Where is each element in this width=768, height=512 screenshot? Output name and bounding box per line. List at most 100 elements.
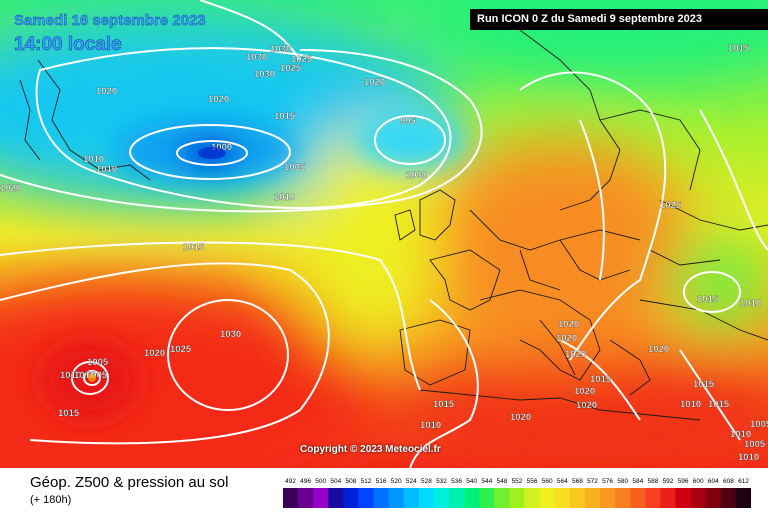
- scale-swatch: [660, 488, 676, 508]
- scale-label: 600: [693, 478, 704, 485]
- isobar-label: 1010: [738, 452, 759, 463]
- scale-label: 500: [315, 478, 326, 485]
- scale-swatch: [328, 488, 344, 508]
- isobar-label: 1010: [74, 370, 95, 381]
- scale-swatch: [434, 488, 450, 508]
- high-pressure-centre: [88, 374, 96, 382]
- low-pressure-centre: [198, 147, 226, 159]
- scale-swatch: [388, 488, 405, 508]
- isobar-label: 1015: [693, 379, 715, 390]
- isobar-label: 1015: [183, 242, 205, 253]
- isobar-label: 1020: [96, 86, 117, 97]
- isobar-label: 1020: [574, 386, 595, 397]
- forecast-time-title: 14:00 locale: [14, 34, 122, 56]
- scale-swatch: [645, 488, 661, 508]
- isobar-label: 1010: [96, 164, 117, 175]
- scale-label: 524: [406, 478, 417, 485]
- isobar-label: 1025: [660, 200, 682, 211]
- isobar-label: 1020: [556, 333, 577, 344]
- scale-swatch: [464, 488, 480, 508]
- isobar-label: 1015: [697, 294, 719, 305]
- scale-swatch: [494, 488, 510, 508]
- scale-label: 560: [542, 478, 553, 485]
- isobar-label: 1005: [284, 162, 306, 173]
- copyright-notice: Copyright © 2023 Meteociel.fr: [300, 444, 441, 455]
- scale-label: 564: [557, 478, 568, 485]
- isobar-label: 1000: [211, 142, 232, 153]
- isobar-label: 1025: [280, 63, 302, 74]
- isobar-label: 1010: [680, 399, 701, 410]
- geopotential-map: 1030 1030 1030 1025 1025 1020 1020 1020 …: [0, 0, 768, 468]
- isobar-lines: [0, 0, 768, 468]
- scale-label: 504: [330, 478, 341, 485]
- isobar-label: 1020: [558, 319, 579, 330]
- geopotential-color-field: [0, 0, 768, 468]
- scale-label: 556: [527, 478, 538, 485]
- scale-label: 516: [376, 478, 387, 485]
- isobar-label: 995: [400, 116, 417, 127]
- scale-swatch: [539, 488, 556, 508]
- isobar-labels: 1030 1030 1030 1025 1025 1020 1020 1020 …: [0, 43, 768, 463]
- legend-footer: Géop. Z500 & pression au sol (+ 180h) 49…: [0, 468, 768, 512]
- isobar-label: 1020: [144, 348, 165, 359]
- scale-label: 608: [723, 478, 734, 485]
- isobar-label: 1030: [270, 44, 291, 55]
- scale-label: 520: [391, 478, 402, 485]
- isobar-label: 1025: [291, 54, 313, 65]
- scale-label: 544: [481, 478, 492, 485]
- isobar-label: 1020: [648, 344, 669, 355]
- scale-swatch: [690, 488, 707, 508]
- scale-swatch: [509, 488, 526, 508]
- scale-label: 496: [300, 478, 311, 485]
- isobar-label: 1015: [708, 399, 730, 410]
- isobar-label: 1010: [740, 298, 761, 309]
- isobar-label: 1030: [220, 329, 241, 340]
- scale-swatch: [373, 488, 390, 508]
- scale-swatch: [600, 488, 616, 508]
- isobar-label: 1020: [0, 183, 21, 194]
- isobar-label: 1025: [170, 344, 192, 355]
- scale-label: 580: [617, 478, 628, 485]
- scale-swatch: [343, 488, 359, 508]
- scale-swatch: [418, 488, 435, 508]
- scale-swatch: [569, 488, 586, 508]
- scale-label: 592: [663, 478, 674, 485]
- isobar-label: 1020: [565, 349, 586, 360]
- scale-swatch: [449, 488, 465, 508]
- scale-label: 604: [708, 478, 719, 485]
- isobar-label: 1015: [590, 374, 612, 385]
- isobar-label: 1010: [274, 192, 295, 203]
- scale-swatch: [479, 488, 495, 508]
- scale-swatch: [283, 488, 299, 508]
- isobar-label: 1010: [83, 154, 104, 165]
- isobar-label: 1005: [750, 419, 768, 430]
- isobar-label: 1010: [60, 370, 81, 381]
- scale-label: 596: [678, 478, 689, 485]
- scale-label: 576: [602, 478, 613, 485]
- isobar-label: 1005: [744, 439, 766, 450]
- scale-label: 612: [738, 478, 749, 485]
- isobar-label: 1005: [87, 357, 109, 368]
- scale-swatch: [584, 488, 601, 508]
- scale-swatch: [630, 488, 646, 508]
- run-info-badge: Run ICON 0 Z du Samedi 9 septembre 2023: [470, 9, 768, 30]
- scale-label: 512: [361, 478, 372, 485]
- scale-label: 528: [421, 478, 432, 485]
- scale-label: 508: [345, 478, 356, 485]
- isobar-label: 1015: [728, 43, 750, 54]
- forecast-date-title: Samedi 16 septembre 2023: [14, 12, 206, 29]
- isobar-label: 1020: [510, 412, 531, 423]
- forecast-range-label: (+ 180h): [30, 494, 72, 506]
- isobar-label: 1015: [433, 399, 455, 410]
- isobar-label: 1030: [254, 69, 275, 80]
- scale-label: 568: [572, 478, 583, 485]
- scale-label: 536: [451, 478, 462, 485]
- scale-label: 492: [285, 478, 296, 485]
- scale-label: 532: [436, 478, 447, 485]
- isobar-label: 1020: [576, 400, 597, 411]
- color-scale-legend: 492 496 500 504 508 512 516 520 524 528 532 536 540 5…: [283, 478, 751, 508]
- isobar-label: 1015: [58, 408, 80, 419]
- scale-swatch: [615, 488, 631, 508]
- isobar-label: 1020: [208, 94, 229, 105]
- isobar-label: 1010: [730, 429, 751, 440]
